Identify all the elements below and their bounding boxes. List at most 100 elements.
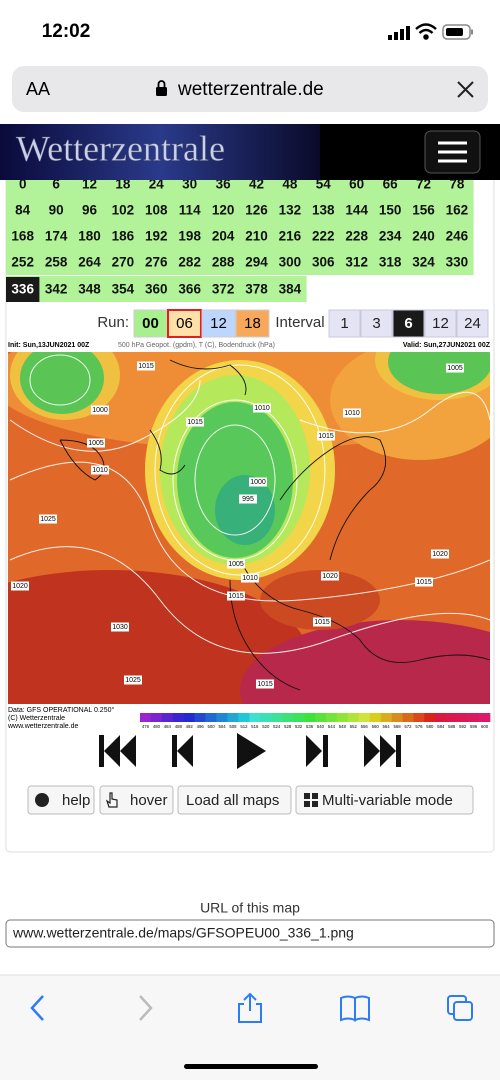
- hour-cell[interactable]: 102: [112, 203, 135, 218]
- hour-cell[interactable]: 180: [78, 229, 101, 244]
- hour-cell[interactable]: 366: [178, 282, 201, 297]
- bookmarks-button[interactable]: [340, 995, 370, 1022]
- run-option-box[interactable]: [201, 309, 236, 338]
- interval-option[interactable]: 3: [372, 315, 380, 332]
- hour-cell[interactable]: 18: [115, 177, 131, 192]
- hour-cell[interactable]: 228: [345, 229, 368, 244]
- forward-button[interactable]: [139, 995, 153, 1021]
- hour-cell[interactable]: 360: [145, 282, 168, 297]
- hour-cell[interactable]: 384: [279, 282, 302, 297]
- interval-option[interactable]: 6: [404, 315, 412, 332]
- hour-cell[interactable]: 234: [379, 229, 402, 244]
- interval-option[interactable]: 1: [340, 315, 348, 332]
- hour-cell[interactable]: 72: [416, 177, 431, 192]
- hour-cell[interactable]: 294: [245, 255, 268, 270]
- run-option-box[interactable]: [133, 309, 168, 338]
- hour-cell[interactable]: 120: [212, 203, 235, 218]
- run-option[interactable]: 06: [176, 315, 193, 332]
- hour-cell[interactable]: 198: [178, 229, 201, 244]
- tool-button-label[interactable]: Load all maps: [186, 792, 279, 809]
- hour-cell[interactable]: 252: [11, 255, 34, 270]
- hour-cell[interactable]: 36: [216, 177, 232, 192]
- back-button[interactable]: [30, 995, 44, 1021]
- hour-cell[interactable]: 150: [379, 203, 402, 218]
- logo[interactable]: Wetterzentrale: [16, 128, 225, 169]
- hour-cell[interactable]: 138: [312, 203, 335, 218]
- hour-cell[interactable]: 48: [282, 177, 298, 192]
- tool-button[interactable]: [99, 785, 174, 815]
- hour-cell[interactable]: 348: [78, 282, 101, 297]
- url-domain[interactable]: wetterzentrale.de: [177, 79, 324, 100]
- map-url[interactable]: www.wetterzentrale.de/maps/GFSOPEU00_336…: [12, 925, 354, 941]
- tool-button[interactable]: [177, 785, 292, 815]
- interval-option-box[interactable]: [328, 309, 361, 338]
- tool-button-label[interactable]: Multi-variable mode: [322, 792, 453, 809]
- run-option-box[interactable]: [235, 309, 270, 338]
- hour-cell[interactable]: 90: [49, 203, 64, 218]
- hour-cell[interactable]: 276: [145, 255, 168, 270]
- hour-cell[interactable]: 240: [412, 229, 435, 244]
- hour-cell[interactable]: 318: [379, 255, 402, 270]
- hour-cell[interactable]: 168: [11, 229, 34, 244]
- hour-cell[interactable]: 264: [78, 255, 101, 270]
- close-button[interactable]: [457, 81, 474, 98]
- hour-cell[interactable]: 306: [312, 255, 335, 270]
- hour-cell[interactable]: 246: [446, 229, 469, 244]
- run-option[interactable]: 00: [142, 315, 159, 332]
- hour-cell[interactable]: 24: [149, 177, 165, 192]
- hour-cell[interactable]: 342: [45, 282, 68, 297]
- interval-option[interactable]: 24: [464, 315, 481, 332]
- hour-cell[interactable]: 282: [178, 255, 201, 270]
- hour-cell[interactable]: 84: [15, 203, 31, 218]
- hour-cell[interactable]: 108: [145, 203, 168, 218]
- hour-cell[interactable]: 114: [179, 203, 201, 218]
- hour-cell[interactable]: 12: [82, 177, 97, 192]
- hour-cell[interactable]: 126: [245, 203, 268, 218]
- hour-cell[interactable]: 0: [19, 177, 27, 192]
- hour-cell[interactable]: 6: [52, 177, 60, 192]
- hour-cell[interactable]: 66: [383, 177, 399, 192]
- hour-cell[interactable]: 60: [349, 177, 364, 192]
- tool-button-label[interactable]: help: [62, 792, 90, 809]
- hour-cell[interactable]: 330: [446, 255, 469, 270]
- hour-cell[interactable]: 54: [316, 177, 332, 192]
- interval-option[interactable]: 12: [432, 315, 449, 332]
- hour-cell[interactable]: 96: [82, 203, 98, 218]
- hour-cell[interactable]: 132: [279, 203, 302, 218]
- hour-cell[interactable]: 258: [45, 255, 68, 270]
- interval-option-box[interactable]: [424, 309, 457, 338]
- hour-cell[interactable]: 222: [312, 229, 335, 244]
- hour-cell[interactable]: 378: [245, 282, 268, 297]
- tool-button-label[interactable]: hover: [130, 792, 168, 809]
- hour-cell[interactable]: 312: [345, 255, 368, 270]
- last-button[interactable]: [364, 735, 401, 767]
- share-button[interactable]: [238, 992, 262, 1023]
- hour-cell[interactable]: 324: [412, 255, 435, 270]
- hour-cell[interactable]: 372: [212, 282, 235, 297]
- text-size-button[interactable]: AA: [26, 79, 50, 99]
- hour-cell[interactable]: 42: [249, 177, 264, 192]
- interval-option-box[interactable]: [392, 309, 425, 338]
- next-button[interactable]: [306, 735, 328, 767]
- run-option[interactable]: 18: [244, 315, 261, 332]
- run-option-box[interactable]: [167, 309, 202, 338]
- hour-cell[interactable]: 354: [112, 282, 135, 297]
- address-bar[interactable]: [12, 66, 488, 112]
- hour-cell[interactable]: 144: [345, 203, 368, 218]
- tabs-button[interactable]: [447, 995, 473, 1021]
- hour-cell[interactable]: 30: [182, 177, 197, 192]
- first-button[interactable]: [99, 735, 136, 767]
- play-button[interactable]: [237, 733, 266, 769]
- tool-button[interactable]: [27, 785, 95, 815]
- hour-cell[interactable]: 288: [212, 255, 235, 270]
- previous-button[interactable]: [172, 735, 193, 767]
- tool-button[interactable]: [295, 785, 474, 815]
- hour-cell[interactable]: 270: [112, 255, 135, 270]
- hour-cell[interactable]: 336: [11, 282, 34, 297]
- hour-cell[interactable]: 300: [279, 255, 302, 270]
- url-field[interactable]: [5, 919, 495, 948]
- hour-cell[interactable]: 78: [449, 177, 465, 192]
- hour-cell[interactable]: 204: [212, 229, 235, 244]
- interval-option-box[interactable]: [456, 309, 489, 338]
- run-option[interactable]: 12: [210, 315, 227, 332]
